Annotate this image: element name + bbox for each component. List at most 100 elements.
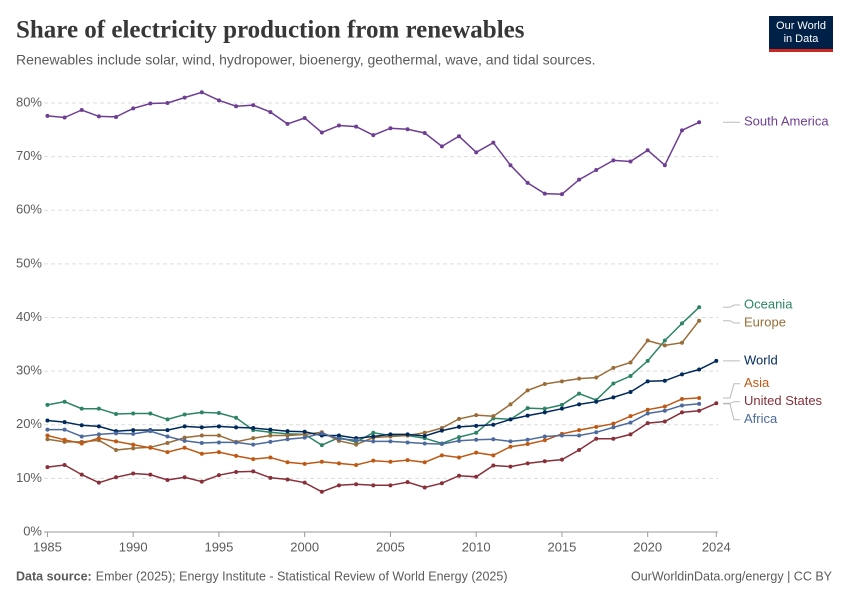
- data-point: [559, 192, 564, 197]
- data-point: [577, 428, 582, 433]
- data-point: [628, 390, 633, 395]
- data-point: [319, 459, 324, 464]
- data-point: [559, 379, 564, 384]
- data-point: [336, 436, 341, 441]
- data-point: [474, 423, 479, 428]
- data-point: [199, 425, 204, 430]
- data-point: [234, 415, 239, 420]
- data-point: [594, 168, 599, 173]
- logo[interactable]: Our World in Data: [769, 16, 833, 52]
- data-point: [199, 479, 204, 484]
- data-point: [165, 440, 170, 445]
- data-point: [508, 163, 513, 168]
- data-point: [525, 413, 530, 418]
- data-point: [251, 425, 256, 430]
- data-point: [268, 110, 273, 115]
- data-point: [405, 458, 410, 463]
- data-point: [165, 477, 170, 482]
- data-point: [542, 381, 547, 386]
- data-point: [714, 401, 719, 406]
- data-point: [559, 402, 564, 407]
- x-tick-label: 1990: [119, 539, 148, 554]
- x-tick-label: 2005: [376, 539, 405, 554]
- data-point: [182, 95, 187, 100]
- data-point: [697, 408, 702, 413]
- data-point: [62, 427, 67, 432]
- data-point: [79, 472, 84, 477]
- y-tick-label: 0%: [23, 523, 42, 538]
- data-point: [474, 150, 479, 155]
- data-point: [679, 340, 684, 345]
- legend-label: World: [744, 352, 778, 367]
- legend-label: Asia: [744, 375, 770, 390]
- data-point: [662, 163, 667, 168]
- data-point: [525, 437, 530, 442]
- data-point: [405, 432, 410, 437]
- data-point: [251, 436, 256, 441]
- data-point: [577, 376, 582, 381]
- data-point: [319, 431, 324, 436]
- data-point: [645, 379, 650, 384]
- data-point: [302, 435, 307, 440]
- data-point: [714, 358, 719, 363]
- data-point: [645, 358, 650, 363]
- data-point: [302, 429, 307, 434]
- data-point: [165, 101, 170, 105]
- data-point: [594, 430, 599, 435]
- data-point: [302, 116, 307, 121]
- logo-text: in Data: [784, 33, 820, 45]
- data-point: [354, 438, 359, 443]
- series: [45, 305, 702, 448]
- legend-label: Europe: [744, 314, 786, 329]
- data-point: [559, 406, 564, 411]
- data-point: [234, 469, 239, 474]
- data-point: [679, 403, 684, 408]
- data-point: [439, 144, 444, 149]
- y-tick-label: 60%: [16, 202, 42, 217]
- data-point: [611, 421, 616, 426]
- data-point: [542, 434, 547, 439]
- data-point: [662, 404, 667, 409]
- leader-line: [723, 304, 740, 308]
- data-point: [628, 420, 633, 425]
- data-point: [336, 483, 341, 488]
- data-point: [216, 424, 221, 429]
- series-line: [47, 402, 717, 493]
- chart-title: Share of electricity production from ren…: [16, 17, 525, 44]
- data-point: [131, 411, 136, 416]
- data-point: [388, 459, 393, 464]
- data-point: [182, 438, 187, 443]
- logo-text: Our World: [776, 20, 826, 32]
- data-point: [439, 453, 444, 458]
- data-point: [96, 436, 101, 441]
- data-point: [285, 437, 290, 442]
- data-point: [611, 381, 616, 386]
- y-tick-label: 80%: [16, 94, 42, 109]
- data-point: [251, 442, 256, 447]
- data-point: [542, 406, 547, 411]
- data-point: [542, 191, 547, 196]
- data-point: [96, 406, 101, 411]
- data-point: [508, 417, 513, 422]
- data-point: [165, 450, 170, 455]
- data-point: [148, 429, 153, 434]
- data-point: [525, 388, 530, 393]
- data-point: [611, 395, 616, 400]
- footer-link[interactable]: OurWorldinData.org/energy | CC BY: [631, 569, 833, 583]
- data-point: [508, 402, 513, 407]
- data-point: [491, 453, 496, 458]
- data-point: [457, 438, 462, 443]
- data-point: [697, 395, 702, 400]
- data-point: [79, 423, 84, 428]
- data-point: [199, 410, 204, 415]
- data-point: [439, 442, 444, 447]
- data-point: [422, 434, 427, 439]
- data-point: [371, 133, 376, 138]
- data-point: [628, 414, 633, 419]
- data-point: [371, 439, 376, 444]
- x-tick-label: 2020: [633, 539, 662, 554]
- data-point: [165, 434, 170, 439]
- data-point: [645, 421, 650, 426]
- data-point: [148, 472, 153, 477]
